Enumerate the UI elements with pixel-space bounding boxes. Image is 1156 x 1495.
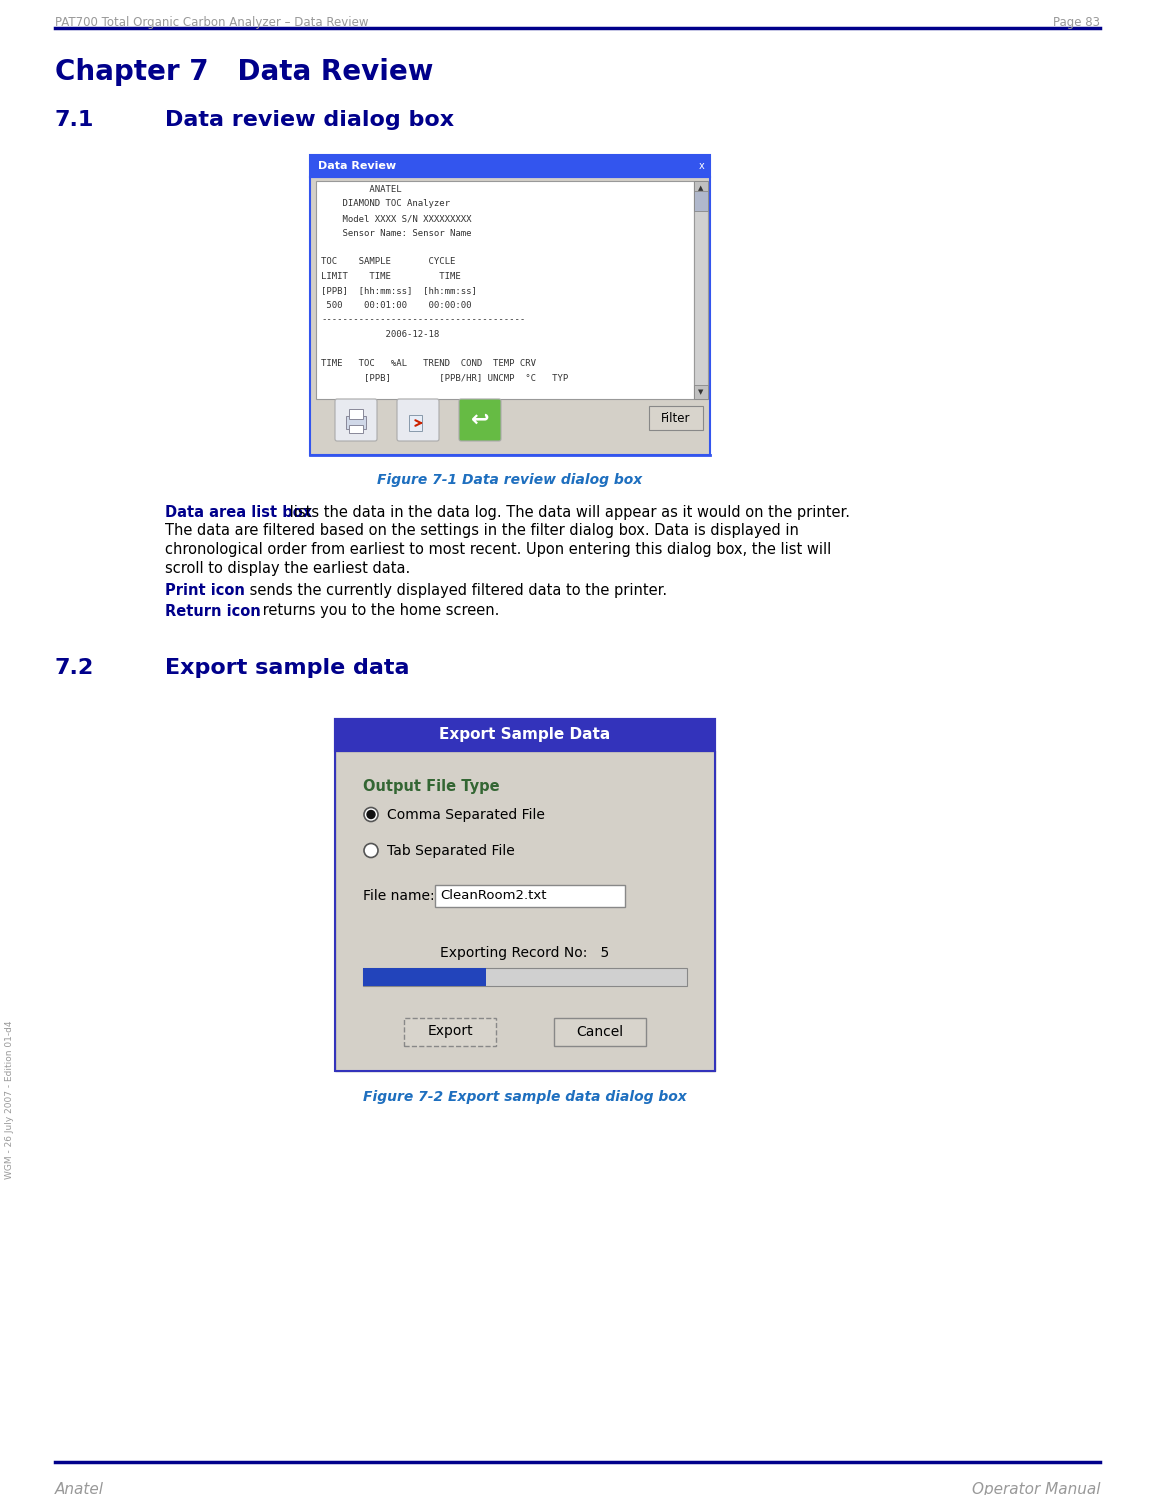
- FancyBboxPatch shape: [403, 1018, 496, 1045]
- Text: sends the currently displayed filtered data to the printer.: sends the currently displayed filtered d…: [245, 583, 667, 598]
- Text: Figure 7-1 Data review dialog box: Figure 7-1 Data review dialog box: [377, 472, 643, 487]
- Text: WGM - 26 July 2007 - Edition 01-d4: WGM - 26 July 2007 - Edition 01-d4: [6, 1021, 15, 1180]
- Text: Model XXXX S/N XXXXXXXXX: Model XXXX S/N XXXXXXXXX: [321, 214, 472, 223]
- Text: 7.2: 7.2: [55, 658, 95, 679]
- Text: ▼: ▼: [698, 389, 704, 395]
- Text: ANATEL: ANATEL: [321, 185, 401, 194]
- Text: Data area list box: Data area list box: [165, 505, 312, 520]
- Text: LIMIT    TIME         TIME: LIMIT TIME TIME: [321, 272, 461, 281]
- Text: Anatel: Anatel: [55, 1482, 104, 1495]
- Bar: [409, 416, 422, 431]
- Text: File name:: File name:: [363, 888, 435, 903]
- Text: CleanRoom2.txt: CleanRoom2.txt: [440, 890, 547, 901]
- Text: Tab Separated File: Tab Separated File: [387, 843, 514, 858]
- FancyBboxPatch shape: [335, 719, 716, 750]
- FancyBboxPatch shape: [335, 750, 716, 1070]
- Text: DIAMOND TOC Analyzer: DIAMOND TOC Analyzer: [321, 199, 450, 208]
- FancyBboxPatch shape: [459, 399, 501, 441]
- Text: Export sample data: Export sample data: [165, 658, 409, 679]
- Text: The data are filtered based on the settings in the filter dialog box. Data is di: The data are filtered based on the setti…: [165, 523, 799, 538]
- Text: Return icon: Return icon: [165, 604, 261, 619]
- Text: returns you to the home screen.: returns you to the home screen.: [258, 604, 499, 619]
- Text: ↩: ↩: [470, 410, 489, 431]
- Text: Filter: Filter: [661, 411, 691, 425]
- Bar: [346, 416, 366, 429]
- FancyBboxPatch shape: [554, 1018, 646, 1045]
- Text: [PPB]         [PPB/HR] UNCMP  °C   TYP: [PPB] [PPB/HR] UNCMP °C TYP: [321, 374, 569, 383]
- Text: [PPB]  [hh:mm:ss]  [hh:mm:ss]: [PPB] [hh:mm:ss] [hh:mm:ss]: [321, 287, 477, 296]
- FancyBboxPatch shape: [435, 885, 625, 906]
- Text: Comma Separated File: Comma Separated File: [387, 807, 544, 821]
- Text: Figure 7-2 Export sample data dialog box: Figure 7-2 Export sample data dialog box: [363, 1090, 687, 1105]
- Circle shape: [364, 807, 378, 821]
- Text: Export: Export: [428, 1024, 473, 1039]
- Text: Export Sample Data: Export Sample Data: [439, 727, 610, 742]
- Bar: [363, 967, 687, 985]
- Bar: [363, 967, 487, 985]
- Text: PAT700 Total Organic Carbon Analyzer – Data Review: PAT700 Total Organic Carbon Analyzer – D…: [55, 16, 369, 28]
- Bar: [694, 191, 707, 211]
- Text: 500    00:01:00    00:00:00: 500 00:01:00 00:00:00: [321, 300, 472, 309]
- Text: Operator Manual: Operator Manual: [971, 1482, 1101, 1495]
- FancyBboxPatch shape: [310, 155, 710, 176]
- Text: Sensor Name: Sensor Name: Sensor Name: Sensor Name: [321, 229, 472, 238]
- Text: Print icon: Print icon: [165, 583, 245, 598]
- Text: lists the data in the data log. The data will appear as it would on the printer.: lists the data in the data log. The data…: [286, 505, 850, 520]
- Text: Data Review: Data Review: [318, 161, 397, 170]
- FancyBboxPatch shape: [397, 399, 439, 441]
- FancyBboxPatch shape: [316, 181, 694, 399]
- Bar: [349, 410, 363, 419]
- Text: Output File Type: Output File Type: [363, 779, 499, 794]
- Text: chronological order from earliest to most recent. Upon entering this dialog box,: chronological order from earliest to mos…: [165, 543, 831, 558]
- Bar: [694, 181, 707, 194]
- FancyBboxPatch shape: [694, 181, 707, 399]
- Text: Cancel: Cancel: [577, 1024, 623, 1039]
- Text: Data review dialog box: Data review dialog box: [165, 111, 454, 130]
- Text: ▲: ▲: [698, 185, 704, 191]
- Text: 2006-12-18: 2006-12-18: [321, 330, 439, 339]
- Text: Page 83: Page 83: [1053, 16, 1101, 28]
- FancyBboxPatch shape: [310, 176, 710, 454]
- Text: Chapter 7   Data Review: Chapter 7 Data Review: [55, 58, 434, 87]
- Text: scroll to display the earliest data.: scroll to display the earliest data.: [165, 561, 410, 576]
- Bar: [349, 425, 363, 434]
- FancyBboxPatch shape: [649, 407, 703, 431]
- Text: TOC    SAMPLE       CYCLE: TOC SAMPLE CYCLE: [321, 257, 455, 266]
- Text: 7.1: 7.1: [55, 111, 95, 130]
- Text: TIME   TOC   %AL   TREND  COND  TEMP CRV: TIME TOC %AL TREND COND TEMP CRV: [321, 359, 536, 368]
- Circle shape: [366, 810, 375, 818]
- Text: --------------------------------------: --------------------------------------: [321, 315, 525, 324]
- Text: Exporting Record No:   5: Exporting Record No: 5: [440, 945, 609, 960]
- Text: x: x: [698, 161, 704, 170]
- Circle shape: [364, 843, 378, 858]
- Bar: [694, 386, 707, 399]
- FancyBboxPatch shape: [335, 399, 377, 441]
